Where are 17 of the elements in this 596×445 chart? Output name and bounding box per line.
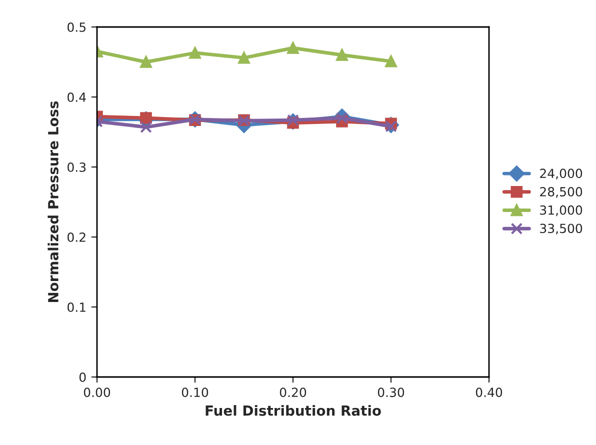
x-tick-label: 0.20 [280,388,306,398]
y-tick-label: 0.3 [68,162,86,172]
y-tick-label: 0.4 [68,92,86,102]
legend-label: 24,000 [540,168,582,180]
y-tick-label: 0 [79,372,86,382]
x-tick-label: 0.40 [476,388,502,398]
x-tick-label: 0.00 [84,388,110,398]
x-tick-label: 0.10 [182,388,208,398]
x-tick-label: 0.30 [378,388,404,398]
legend-label: 31,000 [540,205,582,216]
y-tick-label: 0.5 [68,22,86,32]
x-axis-title: Fuel Distribution Ratio [206,405,381,416]
y-tick-label: 0.2 [68,232,86,242]
y-tick-label: 0.1 [68,302,86,312]
legend-label: 33,500 [540,224,582,234]
legend-label: 28,500 [540,187,582,198]
y-axis-title: Normalized Pressure Loss [48,101,58,302]
